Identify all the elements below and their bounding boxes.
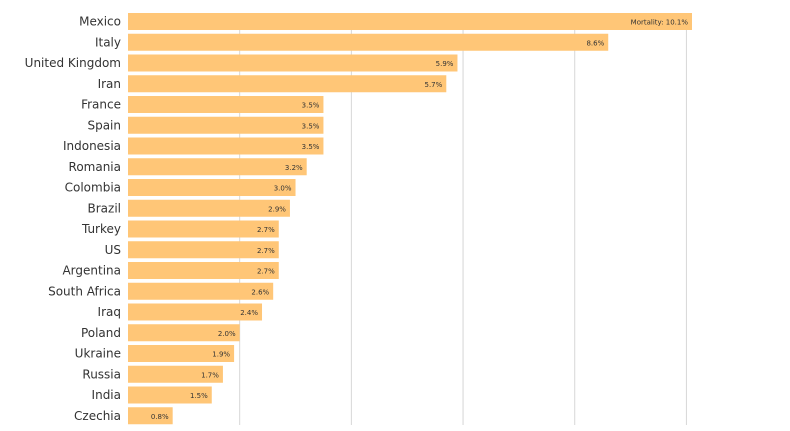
- category-label: India: [92, 388, 121, 402]
- bar-spain: [128, 116, 324, 134]
- gridlines: [239, 13, 687, 425]
- bar-us: [128, 241, 279, 259]
- value-label: 5.9%: [436, 60, 454, 68]
- value-label: 2.7%: [257, 226, 275, 234]
- category-label: Argentina: [62, 264, 121, 278]
- value-label: 8.6%: [586, 39, 604, 47]
- category-label: Poland: [81, 326, 121, 340]
- category-label: Ukraine: [75, 347, 121, 361]
- bars: [128, 13, 692, 425]
- category-label: France: [81, 98, 121, 112]
- value-label: Mortality: 10.1%: [631, 19, 689, 27]
- bar-turkey: [128, 220, 279, 238]
- bar-ukraine: [128, 345, 235, 362]
- value-label: 5.7%: [425, 81, 443, 89]
- value-label: 2.9%: [268, 205, 286, 213]
- category-label: Iran: [98, 77, 121, 91]
- value-label: 3.5%: [302, 102, 320, 110]
- category-label: Spain: [87, 118, 121, 132]
- value-label: 0.8%: [151, 413, 169, 421]
- bar-mexico: [128, 13, 692, 30]
- value-label: 1.5%: [190, 392, 208, 400]
- category-labels: Mexico Italy United Kingdom Iran France Spain…: [25, 15, 121, 423]
- bar-france: [128, 96, 324, 113]
- value-label: 2.7%: [257, 247, 275, 255]
- category-label: Czechia: [74, 409, 121, 423]
- value-label: 1.9%: [212, 351, 230, 359]
- bar-india: [128, 386, 212, 404]
- bar-poland: [128, 324, 240, 342]
- value-label: 1.7%: [201, 371, 219, 379]
- category-label: United Kingdom: [25, 56, 121, 70]
- category-label: Romania: [69, 160, 121, 174]
- value-label: 2.6%: [251, 288, 269, 296]
- bar-iraq: [128, 303, 263, 321]
- bar-argentina: [128, 262, 279, 279]
- bar-colombia: [128, 179, 296, 196]
- category-label: Russia: [82, 367, 121, 381]
- value-label: 3.5%: [302, 143, 320, 151]
- value-label: 3.5%: [302, 122, 320, 130]
- category-label: Indonesia: [63, 139, 121, 153]
- bar-south-africa: [128, 282, 274, 300]
- category-label: Colombia: [65, 181, 121, 195]
- category-label: Mexico: [79, 15, 121, 29]
- category-label: Brazil: [88, 201, 122, 215]
- bar-italy: [128, 33, 609, 51]
- bar-czechia: [128, 407, 173, 425]
- category-label: South Africa: [48, 284, 121, 298]
- category-label: Italy: [95, 35, 121, 49]
- bar-united-kingdom: [128, 54, 458, 72]
- bar-iran: [128, 75, 447, 93]
- value-label: 2.7%: [257, 268, 275, 276]
- value-labels: Mortality: 10.1% 8.6% 5.9% 5.7% 3.5% 3.5% 3.5%…: [151, 19, 688, 421]
- category-label: Iraq: [98, 305, 121, 319]
- value-label: 2.0%: [218, 330, 236, 338]
- category-label: Turkey: [81, 222, 121, 236]
- bar-russia: [128, 365, 223, 383]
- value-label: 3.2%: [285, 164, 303, 172]
- bar-indonesia: [128, 137, 324, 155]
- bar-romania: [128, 158, 307, 176]
- category-label: US: [105, 243, 121, 257]
- value-label: 2.4%: [240, 309, 258, 317]
- bar-brazil: [128, 199, 290, 217]
- value-label: 3.0%: [274, 185, 292, 193]
